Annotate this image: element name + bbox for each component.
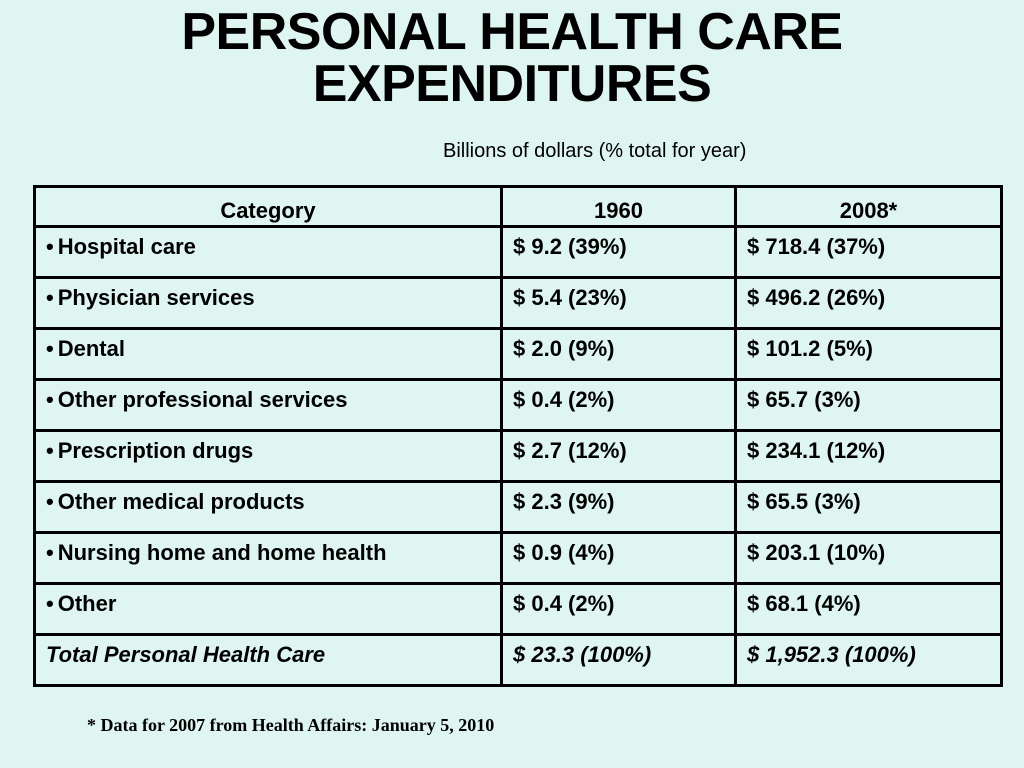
footnote: * Data for 2007 from Health Affairs: Jan… — [87, 715, 495, 735]
category-cell: • Other — [33, 582, 503, 636]
value-2008-cell: $ 68.1 (4%) — [734, 582, 1003, 636]
bullet-icon: • — [46, 285, 54, 310]
table-row: • Prescription drugs $ 2.7 (12%) $ 234.1 (1… — [33, 429, 1003, 483]
bullet-icon: • — [46, 234, 54, 259]
table-row: • Hospital care $ 9.2 (39%) $ 718.4 (37%) — [33, 225, 1003, 279]
value-2008-cell: $ 718.4 (37%) — [734, 225, 1003, 279]
category-label: Other — [57, 591, 117, 616]
category-label: Physician services — [57, 285, 255, 310]
value-2008-cell: $ 65.7 (3%) — [734, 378, 1003, 432]
bullet-icon: • — [46, 438, 54, 463]
title-line-1: PERSONAL HEALTH CARE — [181, 3, 843, 61]
value-2008-cell: $ 203.1 (10%) — [734, 531, 1003, 585]
value-1960-cell: $ 5.4 (23%) — [500, 276, 737, 330]
category-cell: • Nursing home and home health — [33, 531, 503, 585]
value-1960-cell: $ 9.2 (39%) — [500, 225, 737, 279]
category-cell: • Dental — [33, 327, 503, 381]
table-row: • Dental $ 2.0 (9%) $ 101.2 (5%) — [33, 327, 1003, 381]
category-label: Hospital care — [57, 234, 196, 259]
total-1960: $ 23.3 (100%) — [500, 633, 737, 687]
bullet-icon: • — [46, 591, 54, 616]
total-label: Total Personal Health Care — [33, 633, 503, 687]
bullet-icon: • — [46, 336, 54, 361]
category-label: Other medical products — [57, 489, 305, 514]
bullet-icon: • — [46, 489, 54, 514]
page-title: PERSONAL HEALTH CARE EXPENDITURES — [0, 6, 1024, 110]
total-2008: $ 1,952.3 (100%) — [734, 633, 1003, 687]
value-2008-cell: $ 101.2 (5%) — [734, 327, 1003, 381]
category-cell: • Physician services — [33, 276, 503, 330]
category-label: Dental — [57, 336, 125, 361]
total-row: Total Personal Health Care $ 23.3 (100%)… — [33, 633, 1003, 687]
column-header-2008: 2008* — [734, 185, 1003, 228]
table-row: • Other $ 0.4 (2%) $ 68.1 (4%) — [33, 582, 1003, 636]
table-row: • Nursing home and home health $ 0.9 (4%) $… — [33, 531, 1003, 585]
title-line-2: EXPENDITURES — [312, 55, 712, 113]
value-1960-cell: $ 0.4 (2%) — [500, 582, 737, 636]
category-cell: • Other medical products — [33, 480, 503, 534]
category-label: Prescription drugs — [57, 438, 254, 463]
category-cell: • Other professional services — [33, 378, 503, 432]
column-header-1960: 1960 — [500, 185, 737, 228]
bullet-icon: • — [46, 387, 54, 412]
value-2008-cell: $ 65.5 (3%) — [734, 480, 1003, 534]
value-1960-cell: $ 0.9 (4%) — [500, 531, 737, 585]
value-1960-cell: $ 2.7 (12%) — [500, 429, 737, 483]
value-2008-cell: $ 234.1 (12%) — [734, 429, 1003, 483]
table-header-row: Category 1960 2008* — [33, 185, 1003, 228]
subtitle: Billions of dollars (% total for year) — [443, 140, 747, 162]
category-label: Nursing home and home health — [57, 540, 387, 565]
table-row: • Other medical products $ 2.3 (9%) $ 65.5 … — [33, 480, 1003, 534]
table-row: • Other professional services $ 0.4 (2%) $ … — [33, 378, 1003, 432]
value-2008-cell: $ 496.2 (26%) — [734, 276, 1003, 330]
expenditures-table: Category 1960 2008* • Hospital care $ 9.2 … — [33, 185, 1003, 687]
category-label: Other professional services — [57, 387, 348, 412]
value-1960-cell: $ 0.4 (2%) — [500, 378, 737, 432]
category-cell: • Hospital care — [33, 225, 503, 279]
table-row: • Physician services $ 5.4 (23%) $ 496.2 (2… — [33, 276, 1003, 330]
value-1960-cell: $ 2.0 (9%) — [500, 327, 737, 381]
bullet-icon: • — [46, 540, 54, 565]
column-header-category: Category — [33, 185, 503, 228]
category-cell: • Prescription drugs — [33, 429, 503, 483]
value-1960-cell: $ 2.3 (9%) — [500, 480, 737, 534]
